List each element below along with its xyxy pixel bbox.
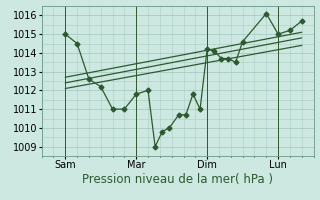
- X-axis label: Pression niveau de la mer( hPa ): Pression niveau de la mer( hPa ): [82, 173, 273, 186]
